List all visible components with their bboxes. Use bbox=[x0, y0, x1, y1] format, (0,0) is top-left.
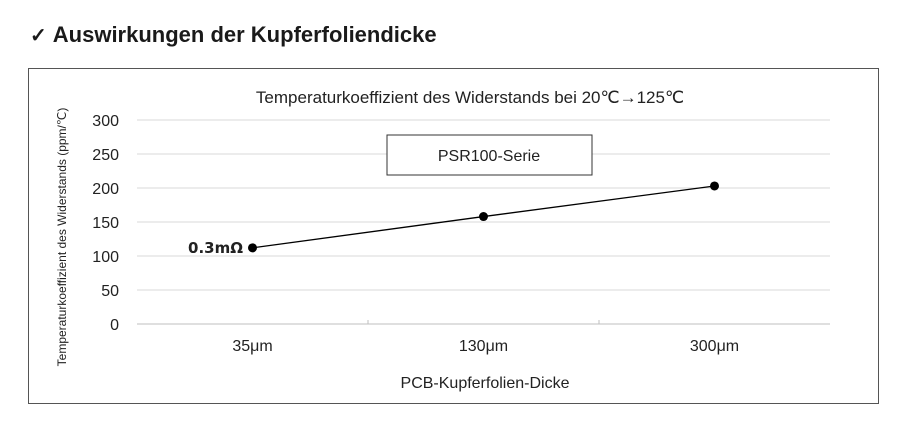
y-tick-labels: 0 50 100 150 200 250 300 bbox=[92, 113, 119, 334]
legend: PSR100-Serie bbox=[386, 134, 593, 176]
y-tick-label: 50 bbox=[101, 283, 119, 300]
data-point bbox=[248, 243, 257, 253]
legend-box bbox=[386, 134, 593, 176]
data-annotation: 0.3mΩ bbox=[188, 239, 243, 257]
data-point bbox=[479, 212, 488, 222]
chart-title: Temperaturkoeffizient des Widerstands be… bbox=[256, 88, 684, 107]
grid-lines bbox=[137, 119, 830, 325]
data-point bbox=[710, 181, 719, 191]
y-tick-label: 200 bbox=[92, 181, 119, 198]
section-heading-text: Auswirkungen der Kupferfoliendicke bbox=[52, 22, 437, 47]
x-axis-title: PCB-Kupferfolien-Dicke bbox=[401, 375, 570, 392]
x-tick-label: 300μm bbox=[690, 338, 739, 355]
checkmark-icon: ✓ bbox=[30, 24, 47, 47]
x-tick-label: 35μm bbox=[232, 338, 272, 355]
y-tick-label: 150 bbox=[92, 215, 119, 232]
legend-label: PSR100-Serie bbox=[438, 148, 540, 165]
y-tick-label: 250 bbox=[92, 147, 119, 164]
chart-frame bbox=[28, 68, 879, 404]
x-tick-label: 130μm bbox=[459, 338, 508, 355]
y-tick-label: 0 bbox=[110, 317, 119, 334]
section-heading: ✓ Auswirkungen der Kupferfoliendicke bbox=[30, 22, 437, 48]
y-tick-label: 300 bbox=[92, 113, 119, 130]
series-layer bbox=[248, 181, 719, 253]
x-tick-labels: 35μm 130μm 300μm bbox=[232, 338, 739, 355]
y-axis-title: Temperaturkoeffizient des Widerstands (p… bbox=[55, 108, 69, 367]
y-tick-label: 100 bbox=[92, 249, 119, 266]
